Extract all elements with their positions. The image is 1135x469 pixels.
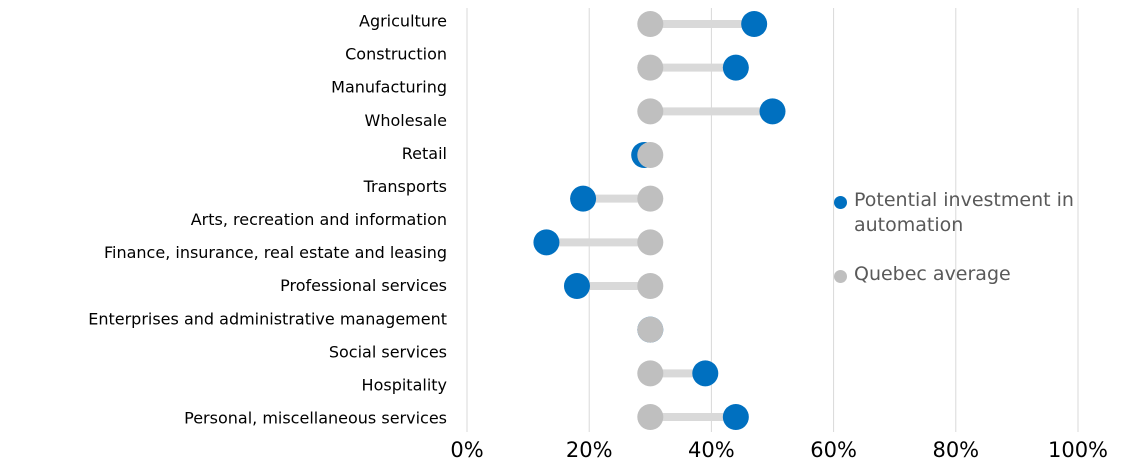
x-tick-label: 100% bbox=[1048, 438, 1108, 462]
dot bbox=[637, 11, 664, 37]
category-label: Arts, recreation and information bbox=[191, 210, 447, 229]
dot bbox=[692, 360, 719, 387]
dot bbox=[759, 98, 786, 125]
dot bbox=[637, 273, 664, 299]
category-label: Finance, insurance, real estate and leas… bbox=[104, 243, 447, 262]
category-label: Professional services bbox=[280, 276, 447, 295]
dot bbox=[637, 316, 664, 343]
dot bbox=[637, 229, 664, 256]
dot bbox=[722, 54, 749, 81]
category-label: Retail bbox=[402, 144, 447, 163]
category-label: Hospitality bbox=[362, 375, 447, 394]
dot bbox=[637, 98, 664, 125]
dot bbox=[637, 142, 664, 168]
category-label: Wholesale bbox=[365, 111, 447, 130]
legend: Potential investment in automation Quebec… bbox=[834, 188, 1114, 311]
x-tick-label: 40% bbox=[688, 438, 735, 462]
category-label: Manufacturing bbox=[331, 78, 447, 97]
dot bbox=[637, 54, 664, 81]
dot bbox=[637, 360, 664, 387]
legend-label: Quebec average bbox=[854, 263, 1011, 285]
category-label: Social services bbox=[329, 342, 447, 361]
dot bbox=[570, 185, 597, 212]
dot bbox=[563, 273, 590, 299]
dot bbox=[637, 404, 664, 430]
x-tick-label: 60% bbox=[810, 438, 857, 462]
legend-swatch bbox=[834, 196, 847, 209]
legend-item: Potential investment in automation bbox=[834, 188, 1114, 238]
category-label: Personal, miscellaneous services bbox=[184, 409, 447, 428]
dot bbox=[637, 185, 664, 212]
x-tick-label: 20% bbox=[566, 438, 613, 462]
legend-item: Quebec average bbox=[834, 262, 1114, 287]
dot bbox=[533, 229, 560, 256]
legend-swatch bbox=[834, 270, 847, 283]
dot bbox=[741, 11, 768, 37]
category-label: Agriculture bbox=[359, 12, 447, 31]
category-label: Construction bbox=[345, 45, 447, 64]
x-tick-label: 0% bbox=[450, 438, 483, 462]
x-tick-label: 80% bbox=[932, 438, 979, 462]
category-label: Transports bbox=[363, 177, 447, 196]
dot bbox=[722, 404, 749, 430]
legend-label: Potential investment in automation bbox=[854, 189, 1074, 236]
category-label: Enterprises and administrative managemen… bbox=[88, 309, 447, 328]
